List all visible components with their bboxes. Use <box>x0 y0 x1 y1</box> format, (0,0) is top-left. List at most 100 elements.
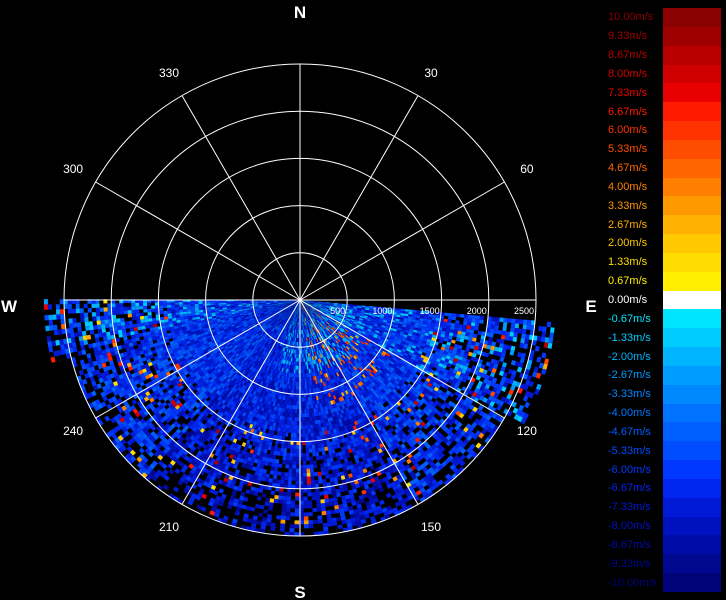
velocity-gate <box>326 321 330 325</box>
velocity-gate <box>351 340 356 344</box>
velocity-gate <box>302 413 305 418</box>
velocity-gate <box>354 328 359 332</box>
velocity-gate <box>440 404 446 410</box>
velocity-gate <box>445 403 452 410</box>
velocity-gate <box>428 400 435 406</box>
velocity-gate <box>402 422 408 428</box>
velocity-gate <box>297 413 300 418</box>
velocity-gate <box>471 318 476 323</box>
velocity-gate <box>336 338 341 343</box>
velocity-gate <box>345 362 350 367</box>
velocity-gate <box>534 345 540 352</box>
velocity-gate <box>332 521 338 526</box>
velocity-gate <box>377 381 382 386</box>
velocity-gate <box>440 383 446 388</box>
velocity-gate <box>305 302 310 305</box>
velocity-gate <box>438 412 445 419</box>
velocity-gate <box>418 388 424 393</box>
velocity-gate <box>342 377 347 383</box>
velocity-gate <box>313 304 318 306</box>
velocity-gate <box>391 332 396 336</box>
velocity-gate <box>309 304 313 307</box>
velocity-gate <box>335 334 340 338</box>
velocity-gate <box>361 345 366 350</box>
velocity-gate <box>313 472 318 477</box>
velocity-gate <box>269 470 275 475</box>
velocity-gate <box>314 301 319 302</box>
velocity-gate <box>528 354 534 361</box>
velocity-gate <box>351 325 356 329</box>
velocity-gate <box>488 410 494 417</box>
velocity-gate <box>301 301 305 305</box>
velocity-gate <box>365 360 370 365</box>
velocity-gate <box>297 397 300 402</box>
velocity-gate <box>387 442 393 449</box>
velocity-gate <box>406 407 412 413</box>
velocity-gate <box>310 314 313 319</box>
velocity-gate <box>471 341 476 346</box>
velocity-gate <box>353 370 358 375</box>
velocity-gate <box>312 306 317 309</box>
velocity-gate <box>412 353 417 358</box>
velocity-gate <box>292 452 297 457</box>
velocity-gate <box>394 423 400 429</box>
velocity-gate <box>414 322 420 326</box>
velocity-gate <box>404 358 410 363</box>
velocity-gate <box>387 318 392 322</box>
velocity-gate <box>373 343 378 347</box>
velocity-gate <box>307 306 311 310</box>
velocity-gate <box>430 449 437 456</box>
velocity-gate <box>372 390 377 396</box>
velocity-gate <box>353 305 358 308</box>
velocity-gate <box>412 314 417 318</box>
velocity-gate <box>324 308 329 310</box>
velocity-gate <box>448 420 454 426</box>
velocity-gate <box>409 425 416 432</box>
velocity-gate <box>436 421 443 427</box>
velocity-gate <box>396 310 401 314</box>
velocity-gate <box>292 377 295 382</box>
velocity-gate <box>327 311 332 314</box>
velocity-gate <box>371 328 376 332</box>
velocity-gate <box>408 341 414 345</box>
velocity-gate <box>364 324 369 328</box>
velocity-gate <box>325 327 330 331</box>
velocity-gate <box>547 342 553 349</box>
velocity-gate <box>307 306 312 310</box>
velocity-gate <box>284 416 288 421</box>
velocity-gate <box>314 479 319 485</box>
velocity-gate <box>491 367 497 374</box>
velocity-gate <box>325 303 330 305</box>
velocity-gate <box>305 302 310 305</box>
velocity-gate <box>315 315 319 319</box>
velocity-gate <box>450 353 456 358</box>
velocity-gate <box>357 382 362 387</box>
velocity-gate <box>336 333 340 337</box>
velocity-gate <box>365 381 370 386</box>
velocity-gate <box>474 341 480 347</box>
velocity-gate <box>447 316 453 320</box>
velocity-gate <box>281 507 287 512</box>
velocity-gate <box>385 448 392 454</box>
velocity-gate <box>306 300 311 302</box>
velocity-gate <box>360 353 365 358</box>
velocity-gate <box>343 358 347 363</box>
velocity-gate <box>309 315 313 319</box>
velocity-gate <box>355 325 360 329</box>
velocity-gate <box>364 311 369 314</box>
velocity-gate <box>498 370 505 377</box>
velocity-gate <box>475 393 481 400</box>
velocity-gate <box>333 303 338 305</box>
velocity-gate <box>378 443 384 449</box>
velocity-gate <box>402 369 408 375</box>
velocity-gate <box>524 390 531 397</box>
velocity-gate <box>344 321 349 325</box>
velocity-gate <box>441 396 447 402</box>
velocity-gate <box>432 356 438 362</box>
velocity-gate <box>439 359 445 365</box>
velocity-gate <box>296 373 299 378</box>
velocity-gate <box>407 395 413 401</box>
velocity-gate <box>323 343 327 348</box>
velocity-gate <box>382 387 388 392</box>
velocity-gate <box>364 309 369 312</box>
